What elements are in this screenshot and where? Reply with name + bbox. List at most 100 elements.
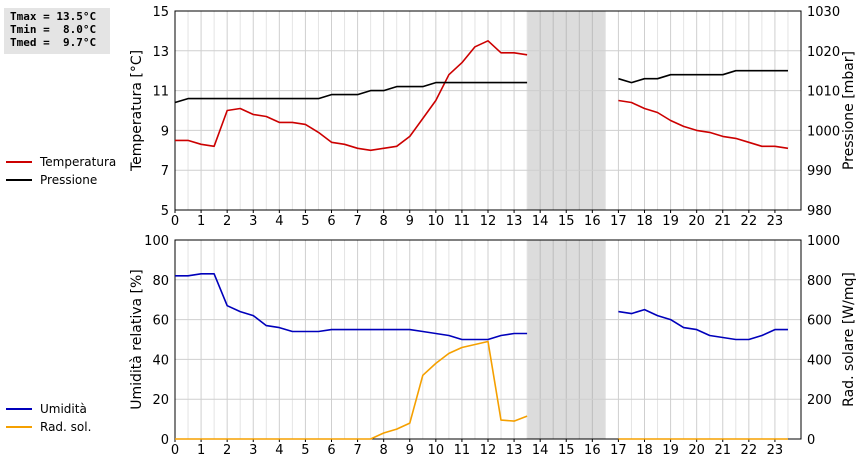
- top-y2tick-label: 980: [807, 204, 832, 219]
- bottom-y2tick-label: 800: [807, 274, 832, 289]
- top-xtick-label: 17: [610, 214, 627, 229]
- top-series-temperatura-line: [618, 99, 789, 150]
- top-y2tick-label: 990: [807, 164, 832, 179]
- top-xtick-label: 1: [197, 214, 205, 229]
- top-series-temperatura-line: [175, 39, 528, 152]
- top-chart-legend: Temperatura Pressione: [6, 153, 116, 189]
- bottom-xtick-label: 10: [428, 443, 445, 458]
- top-series-pressione-line: [618, 69, 788, 84]
- top-xtick-label: 9: [406, 214, 414, 229]
- top-ytick-label: 5: [161, 204, 169, 219]
- bottom-y2tick-label: 400: [807, 353, 832, 368]
- top-xtick-label: 8: [380, 214, 388, 229]
- top-ytick-label: 9: [161, 124, 169, 139]
- top-xtick-label: 7: [353, 214, 361, 229]
- bottom-ytick-label: 100: [144, 234, 169, 249]
- top-xtick-label: 19: [662, 214, 679, 229]
- pressione-swatch: [6, 179, 32, 181]
- top-xtick-label: 11: [454, 214, 471, 229]
- bottom-xtick-label: 17: [610, 443, 627, 458]
- legend-item-umidita: Umidità: [6, 400, 87, 418]
- top-xtick-label: 0: [171, 214, 179, 229]
- bottom-xtick-label: 4: [275, 443, 283, 458]
- bottom-xtick-label: 21: [714, 443, 731, 458]
- top-xtick-label: 21: [714, 214, 731, 229]
- tmin-stat: Tmin = 8.0°C: [10, 23, 97, 36]
- bottom-ytick-label: 40: [152, 353, 169, 368]
- top-xtick-label: 2: [223, 214, 231, 229]
- top-xtick-label: 23: [767, 214, 784, 229]
- bottom-xtick-label: 22: [741, 443, 758, 458]
- bottom-xtick-label: 23: [767, 443, 784, 458]
- top-xtick-label: 6: [327, 214, 335, 229]
- top-y2label: Pressione [mbar]: [841, 51, 857, 170]
- bottom-xtick-label: 6: [327, 443, 335, 458]
- top-y2tick-label: 1030: [807, 5, 840, 20]
- bottom-xtick-label: 19: [662, 443, 679, 458]
- bottom-xtick-label: 20: [688, 443, 705, 458]
- bottom-xtick-label: 16: [584, 443, 601, 458]
- bottom-xtick-label: 18: [636, 443, 653, 458]
- bottom-ytick-label: 80: [152, 274, 169, 289]
- bottom-y2tick-label: 200: [807, 393, 832, 408]
- bottom-series-umidit-line: [618, 308, 788, 341]
- top-ytick-label: 7: [161, 164, 169, 179]
- top-xtick-label: 5: [301, 214, 309, 229]
- top-xtick-label: 16: [584, 214, 601, 229]
- top-y2tick-label: 1000: [807, 124, 840, 139]
- top-y2tick-label: 1010: [807, 85, 840, 100]
- tmed-stat: Tmed = 9.7°C: [10, 36, 97, 49]
- bottom-xtick-label: 9: [406, 443, 414, 458]
- top-xtick-label: 14: [532, 214, 549, 229]
- top-xtick-label: 10: [428, 214, 445, 229]
- top-xtick-label: 15: [558, 214, 575, 229]
- legend-label-radsol: Rad. sol.: [40, 420, 92, 434]
- top-y2tick-label: 1020: [807, 45, 840, 60]
- bottom-ytick-label: 60: [152, 314, 169, 329]
- top-ytick-label: 15: [152, 5, 169, 20]
- top-series-pressione-line: [174, 81, 528, 104]
- bottom-y2tick-label: 0: [807, 433, 815, 448]
- bottom-ylabel: Umidità relativa [%]: [129, 269, 145, 410]
- top-xtick-label: 3: [249, 214, 257, 229]
- bottom-xtick-label: 5: [301, 443, 309, 458]
- bottom-y2tick-label: 600: [807, 314, 832, 329]
- legend-label-umidita: Umidità: [40, 402, 87, 416]
- bottom-y2tick-label: 1000: [807, 234, 840, 249]
- top-xtick-label: 20: [688, 214, 705, 229]
- bottom-xtick-label: 14: [532, 443, 549, 458]
- tmax-stat: Tmax = 13.5°C: [10, 10, 97, 23]
- bottom-xtick-label: 13: [506, 443, 523, 458]
- bottom-xtick-label: 11: [454, 443, 471, 458]
- bottom-xtick-label: 1: [197, 443, 205, 458]
- bottom-xtick-label: 2: [223, 443, 231, 458]
- bottom-y2label: Rad. solare [W/mq]: [841, 272, 857, 407]
- bottom-xtick-label: 12: [480, 443, 497, 458]
- top-ytick-label: 13: [152, 45, 169, 60]
- temperatura-swatch: [6, 161, 32, 163]
- bottom-series-umidit-line: [175, 272, 528, 341]
- top-xtick-label: 4: [275, 214, 283, 229]
- legend-label-temperatura: Temperatura: [40, 155, 117, 169]
- bottom-ytick-label: 20: [152, 393, 169, 408]
- top-xtick-label: 12: [480, 214, 497, 229]
- top-ytick-label: 11: [152, 85, 169, 100]
- umidita-swatch: [6, 408, 32, 410]
- top-xtick-label: 13: [506, 214, 523, 229]
- bottom-xtick-label: 7: [353, 443, 361, 458]
- top-ylabel: Temperatura [°C]: [129, 50, 145, 172]
- top-xtick-label: 18: [636, 214, 653, 229]
- bottom-series-rad-sol-line: [175, 340, 528, 440]
- bottom-xtick-label: 15: [558, 443, 575, 458]
- radsol-swatch: [6, 426, 32, 428]
- top-xtick-label: 22: [741, 214, 758, 229]
- legend-item-pressione: Pressione: [6, 171, 116, 189]
- legend-item-temperatura: Temperatura: [6, 153, 116, 171]
- bottom-xtick-label: 8: [380, 443, 388, 458]
- temperature-stats-box: Tmax = 13.5°C Tmin = 8.0°C Tmed = 9.7°C: [4, 8, 110, 54]
- bottom-xtick-label: 3: [249, 443, 257, 458]
- legend-item-radsol: Rad. sol.: [6, 418, 91, 436]
- bottom-xtick-label: 0: [171, 443, 179, 458]
- legend-label-pressione: Pressione: [40, 173, 98, 187]
